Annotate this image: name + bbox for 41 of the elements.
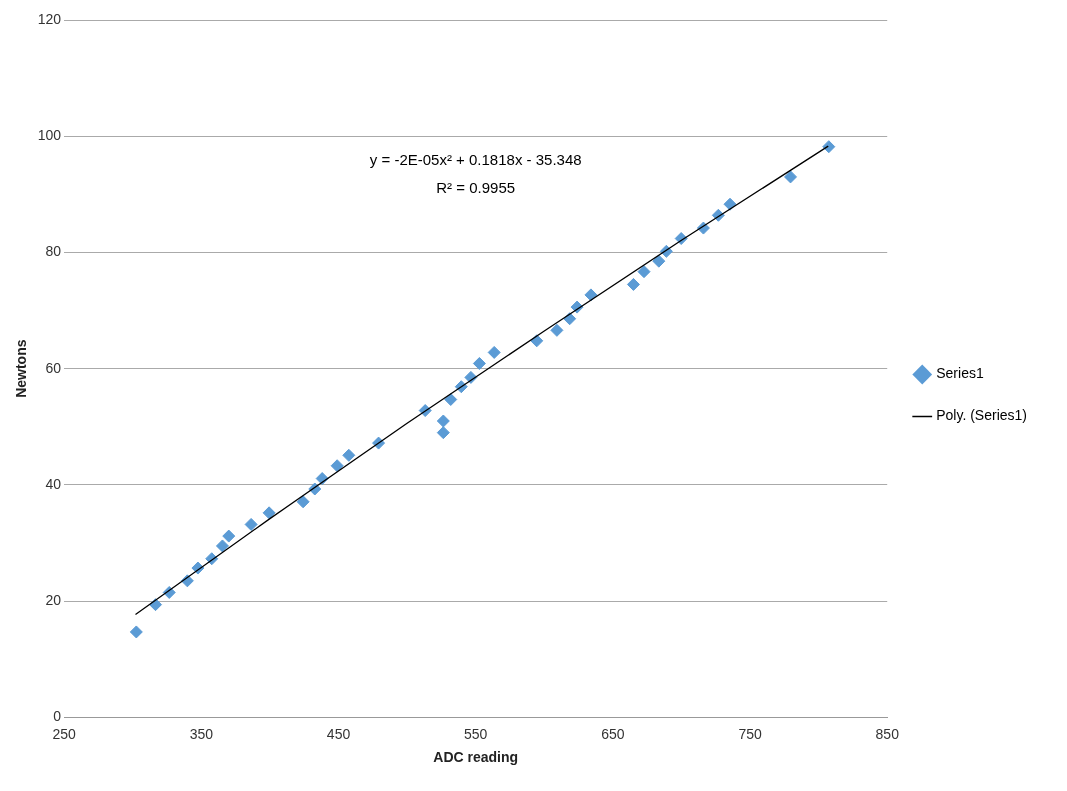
x-axis-title: ADC reading [433,749,519,766]
point [584,288,598,302]
point [444,393,458,406]
point [487,345,501,359]
point [784,170,798,184]
x-tick-label: 750 [738,725,762,742]
y-tick-label: 20 [45,592,62,609]
y-tick-label: 40 [45,475,62,492]
point [436,414,450,428]
point [215,539,229,553]
y-tick-label: 0 [53,708,62,725]
point [222,529,236,543]
point [262,506,276,520]
point [436,426,450,440]
point [342,448,356,462]
x-tick-label: 250 [52,725,77,742]
x-tick-label: 650 [601,725,625,742]
annotation: y = -2E-05x² + 0.1818x - 35.348 [369,151,582,168]
x-tick-label: 450 [326,725,351,742]
point [330,459,344,473]
legend-label: Series1 [936,365,984,382]
point [652,254,666,268]
point [822,140,836,154]
y-tick-label: 80 [45,243,62,260]
x-tick-label: 850 [875,725,900,742]
point [296,495,310,509]
y-tick-label: 100 [37,127,62,144]
point [129,625,143,639]
y-tick-label: 120 [37,10,62,27]
x-tick-label: 550 [464,725,488,742]
point [637,265,651,279]
y-axis-title: Newtons [13,339,30,398]
point [626,277,640,291]
point [550,323,564,337]
point [244,517,258,531]
annotation: R² = 0.9955 [436,179,516,196]
point [723,197,737,211]
point [472,356,486,370]
legend-label: Poly. (Series1) [936,407,1028,424]
x-tick-label: 350 [189,725,214,742]
y-tick-label: 60 [45,359,62,376]
